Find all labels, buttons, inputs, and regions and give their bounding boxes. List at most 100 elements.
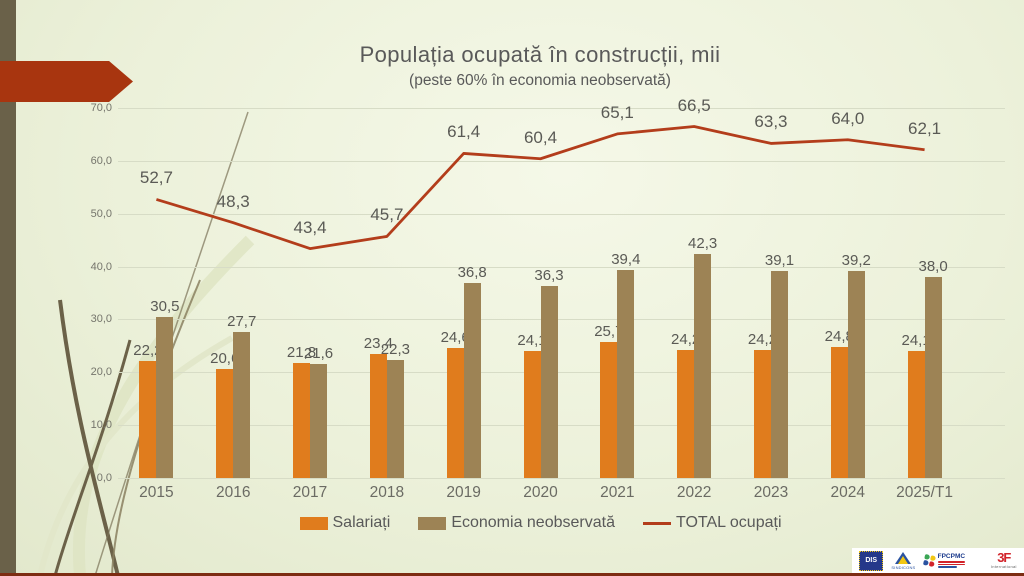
bar-value-label: 36,8 — [457, 264, 487, 282]
dis-logo-label: DIS — [865, 557, 878, 564]
bar-Salariați-2019 — [446, 347, 464, 478]
bar-value-label: 38,0 — [918, 258, 948, 276]
bar-Economia neobservată-2023 — [770, 271, 788, 478]
bar-Economia neobservată-2022 — [694, 254, 712, 478]
bar-Salariați-2021 — [600, 342, 618, 478]
legend-label: TOTAL ocupați — [675, 514, 782, 531]
bar-value-label: 27,7 — [227, 312, 257, 330]
chart-subtitle: (peste 60% în economia neobservată) — [409, 72, 671, 89]
gridline-10 — [118, 425, 1005, 427]
bar-value-label: 39,1 — [764, 252, 795, 270]
gridline-70 — [118, 108, 1005, 109]
legend-item-TOTAL ocupați: TOTAL ocupați — [642, 514, 782, 532]
swoosh-thin-long — [94, 111, 249, 576]
y-axis-label: 0,0 — [96, 472, 112, 484]
left-olive-band — [0, 0, 16, 576]
bar-Salariați-2024 — [830, 346, 848, 478]
bar-value-label: 39,4 — [611, 250, 641, 268]
line-value-label: 45,7 — [370, 205, 404, 225]
bottom-accent-line — [0, 573, 1024, 576]
sindicons-triangle-icon — [895, 551, 912, 564]
red-arrow-decoration — [0, 61, 133, 102]
bar-Economia neobservată-2019 — [463, 283, 481, 478]
swoosh-dark-2 — [53, 339, 132, 576]
bar-Salariați-2015 — [139, 360, 157, 478]
y-axis-label: 70,0 — [90, 102, 112, 114]
bar-Economia neobservată-2018 — [386, 360, 404, 478]
legend-swatch — [642, 521, 671, 525]
line-value-label: 66,5 — [677, 95, 711, 115]
bar-value-label: 36,3 — [534, 267, 564, 285]
bar-value-label: 20,6 — [210, 350, 240, 368]
gridline-20 — [118, 372, 1005, 374]
gridline-0 — [118, 478, 1005, 479]
x-axis-label-2022: 2022 — [676, 484, 712, 501]
fpcpmc-logo-label: FPCPMC — [937, 553, 966, 561]
x-axis-label-2023: 2023 — [753, 484, 789, 501]
gridline-30 — [118, 319, 1005, 321]
x-axis-label-2025/T1: 2025/T1 — [896, 484, 954, 501]
line-value-label: 62,1 — [908, 118, 942, 138]
bar-value-label: 22,2 — [133, 341, 163, 359]
line-value-label: 65,1 — [600, 102, 634, 122]
x-axis-label-2021: 2021 — [600, 484, 635, 501]
legend-label: Economia neobservată — [451, 514, 615, 531]
bar-Economia neobservată-2024 — [847, 270, 865, 478]
bar-value-label: 24,1 — [517, 331, 547, 349]
bar-value-label: 22,3 — [380, 341, 410, 359]
bar-value-label: 21,8 — [286, 343, 317, 361]
swoosh-dark-3 — [111, 279, 201, 576]
3f-logo: 3F International — [991, 550, 1017, 571]
x-axis-label-2018: 2018 — [369, 484, 405, 501]
fpcpmc-logo: FPCPMC — [922, 550, 986, 571]
legend-swatch — [418, 516, 447, 530]
line-value-label: 52,7 — [139, 168, 173, 188]
bar-value-label: 25,7 — [594, 323, 624, 341]
3f-logo-sublabel: International — [990, 564, 1017, 569]
swoosh-dark-1 — [58, 299, 120, 576]
sindicons-logo: SINDICONS — [888, 550, 918, 571]
bar-Salariați-2020 — [523, 350, 541, 478]
dis-logo: DIS — [859, 550, 884, 571]
line-value-label: 48,3 — [216, 191, 250, 211]
gridline-40 — [118, 266, 1005, 268]
bar-value-label: 24,2 — [671, 331, 701, 349]
x-axis-label-2017: 2017 — [292, 484, 328, 501]
line-value-label: 61,4 — [447, 122, 481, 142]
gridline-50 — [118, 213, 1005, 215]
y-axis-label: 10,0 — [90, 419, 112, 432]
bar-value-label: 21,6 — [303, 344, 334, 362]
bar-value-label: 24,1 — [901, 331, 931, 349]
bar-value-label: 30,5 — [150, 297, 180, 315]
bar-Salariați-2018 — [369, 354, 387, 478]
x-axis-label-2015: 2015 — [139, 484, 174, 501]
gridline-60 — [118, 160, 1005, 162]
line-value-label: 43,4 — [293, 217, 327, 237]
3f-logo-label: 3F — [997, 550, 1011, 565]
y-axis-label: 30,0 — [90, 313, 112, 326]
bar-Economia neobservată-2021 — [617, 269, 635, 478]
bar-value-label: 24,6 — [440, 328, 470, 346]
x-axis-label-2024: 2024 — [830, 484, 866, 501]
swoosh-pale-wide — [73, 235, 255, 576]
chart-title: Populația ocupată în construcții, mii — [359, 42, 721, 67]
bar-Economia neobservată-2016 — [233, 331, 251, 478]
legend-item-Salariați: Salariați — [299, 514, 390, 532]
legend-swatch — [299, 516, 328, 530]
title-block: Populația ocupată în construcții, mii (p… — [100, 42, 980, 90]
bar-Economia neobservată-2015 — [156, 316, 174, 478]
x-axis-label-2020: 2020 — [523, 484, 558, 501]
partner-logos: DIS SINDICONS FPCPMC 3F International — [852, 548, 1024, 573]
bar-Economia neobservată-2017 — [310, 363, 328, 478]
y-axis-label: 50,0 — [90, 207, 112, 220]
x-axis-label-2016: 2016 — [215, 484, 251, 501]
y-axis-label: 60,0 — [90, 154, 112, 167]
bar-Economia neobservată-2025/T1 — [924, 277, 942, 478]
line-value-label: 60,4 — [523, 127, 558, 147]
bar-Economia neobservată-2020 — [540, 286, 558, 478]
sindicons-logo-label: SINDICONS — [891, 564, 916, 570]
